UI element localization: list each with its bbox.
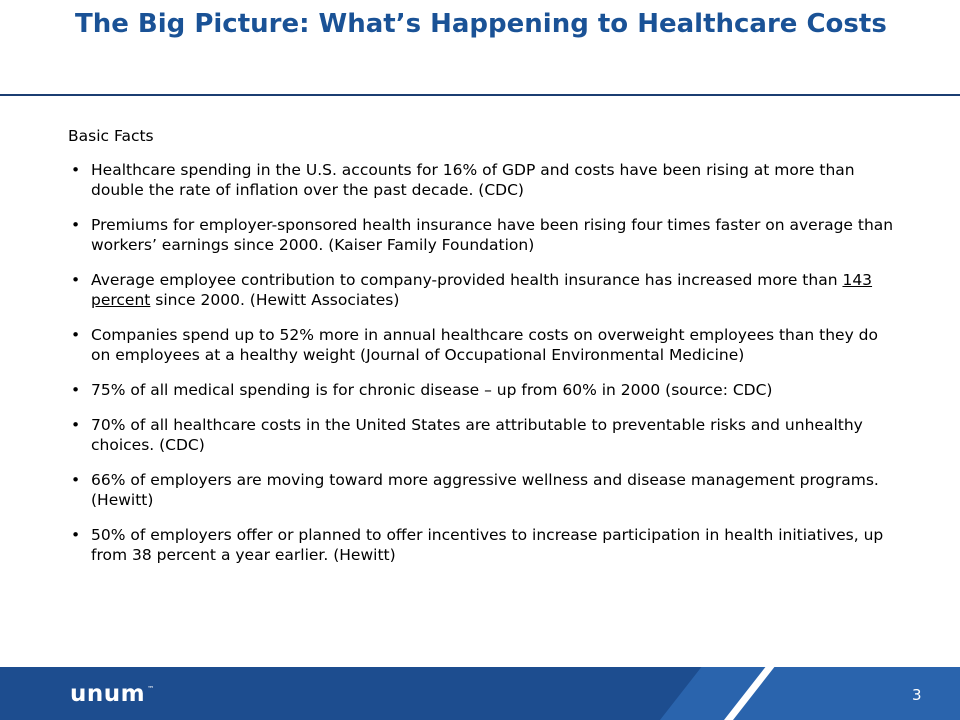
bullet-text: Average employee contribution to company… [91,271,872,309]
list-item: • 66% of employers are moving toward mor… [68,470,898,510]
bullet-text: Healthcare spending in the U.S. accounts… [91,161,855,199]
section-heading: Basic Facts [68,127,154,145]
bullet-text: 75% of all medical spending is for chron… [91,381,773,399]
trademark-symbol: ™ [147,685,155,693]
bullet-icon: • [71,271,81,289]
bullet-text: 70% of all healthcare costs in the Unite… [91,416,863,454]
bullet-icon: • [71,216,81,234]
bullet-icon: • [71,326,81,344]
bullet-text: 66% of employers are moving toward more … [91,471,879,509]
list-item: • 50% of employers offer or planned to o… [68,525,898,565]
title-divider [0,94,960,96]
list-item: • Companies spend up to 52% more in annu… [68,325,898,365]
logo-wordmark: unum [70,681,146,707]
list-item: • 75% of all medical spending is for chr… [68,380,898,400]
bullet-text: Premiums for employer-sponsored health i… [91,216,894,254]
bullet-icon: • [71,526,81,544]
hyperlink-143-percent[interactable]: 143 percent [91,271,873,309]
list-item: • Premiums for employer-sponsored health… [68,215,898,255]
list-item: • 70% of all healthcare costs in the Uni… [68,415,898,455]
bullet-text-end: since 2000. (Hewitt Associates) [150,291,400,309]
bullet-icon: • [71,416,81,434]
list-item: • Healthcare spending in the U.S. accoun… [68,160,898,200]
bullet-icon: • [71,381,81,399]
slide-title: The Big Picture: What’s Happening to Hea… [75,9,887,39]
bullet-text: Companies spend up to 52% more in annual… [91,326,878,364]
bullet-icon: • [71,471,81,489]
unum-logo: unum ™ [70,683,154,711]
list-item: • Average employee contribution to compa… [68,270,898,310]
bullet-list: • Healthcare spending in the U.S. accoun… [68,160,898,565]
bullet-text: 50% of employers offer or planned to off… [91,526,884,564]
bullet-icon: • [71,161,81,179]
slide-body: Basic Facts • Healthcare spending in the… [68,126,898,580]
page-number: 3 [912,686,922,704]
bullet-text-start: Average employee contribution to company… [91,271,843,289]
footer-bar: unum ™ [0,667,960,720]
